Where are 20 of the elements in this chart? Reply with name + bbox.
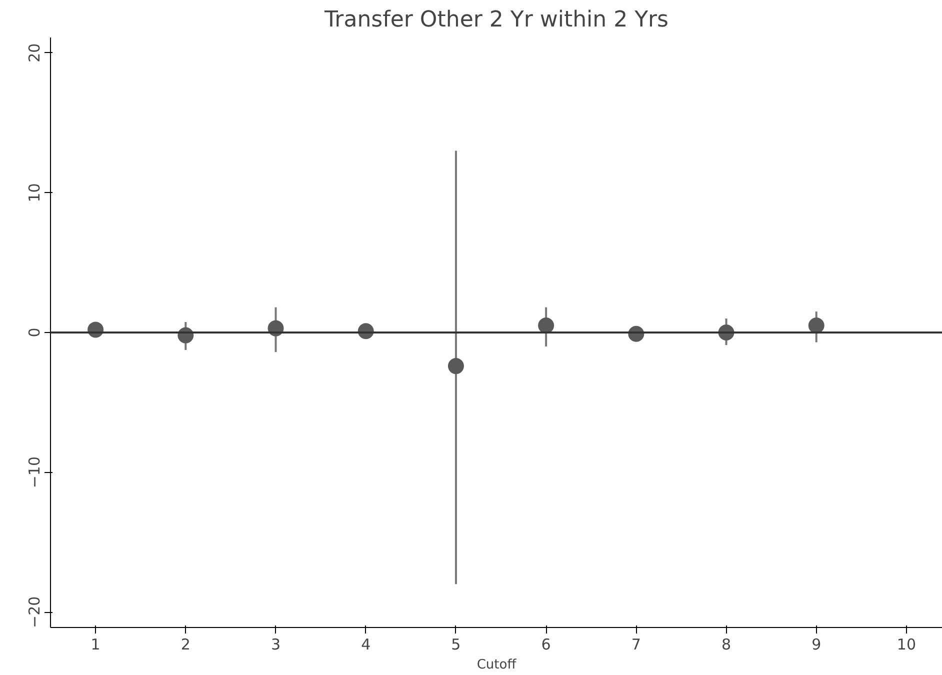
y-tick-label: 10 — [26, 183, 44, 202]
x-tick-label: 2 — [180, 636, 190, 654]
x-tick-label: 9 — [812, 636, 822, 654]
y-tick-label: 20 — [26, 43, 44, 62]
x-tick-label: 10 — [896, 636, 916, 654]
x-tick-label: 8 — [721, 636, 732, 654]
y-tick-label: −10 — [26, 456, 44, 488]
y-tick-label: −20 — [26, 596, 44, 628]
x-tick-label: 1 — [90, 636, 100, 654]
x-axis-title: Cutoff — [476, 658, 518, 672]
x-tick-label: 4 — [361, 636, 371, 654]
x-tick-label: 3 — [270, 636, 281, 654]
point — [808, 318, 824, 334]
x-tick-label: 7 — [631, 636, 641, 654]
x-tick-label: 6 — [541, 636, 551, 654]
point — [538, 318, 554, 334]
point — [448, 358, 464, 374]
chart-title: Transfer Other 2 Yr within 2 Yrs — [323, 8, 669, 32]
y-tick-label: 0 — [26, 328, 44, 338]
x-tick-label: 5 — [451, 636, 461, 654]
